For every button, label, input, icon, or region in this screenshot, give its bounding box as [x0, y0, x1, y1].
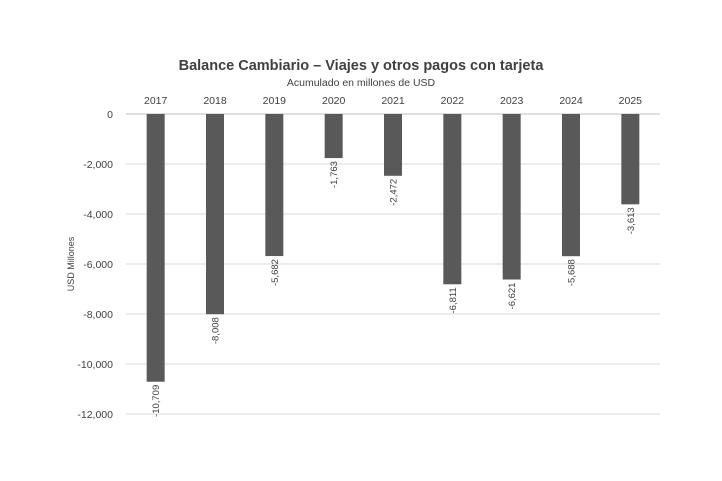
category-label: 2020	[322, 95, 346, 107]
data-label: -1,763	[329, 161, 340, 188]
bar-2025	[621, 114, 640, 205]
y-tick-label: -4,000	[83, 209, 113, 221]
bar-2024	[562, 114, 580, 257]
bar-2022	[443, 114, 462, 285]
data-label: -10,709	[151, 385, 162, 417]
y-tick-label: 0	[107, 109, 113, 121]
data-label: -5,682	[270, 259, 281, 286]
bars	[146, 114, 640, 382]
data-label: -6,811	[448, 287, 459, 313]
bar-2018	[206, 114, 224, 315]
y-tick-label: -6,000	[83, 259, 113, 271]
category-labels: 2017 2018 2019 2020 2021 2022 2023 2024 2025	[144, 95, 642, 107]
category-label: 2022	[441, 95, 465, 107]
y-tick-label: -12,000	[77, 409, 113, 421]
data-label: -8,008	[211, 317, 222, 344]
data-labels: -10,709 -8,008 -5,682 -1,763 -2,472 -6,811 -6,…	[151, 161, 637, 417]
data-label: -5,688	[567, 259, 578, 286]
chart-title: Balance Cambiario – Viajes y otros pagos…	[179, 58, 545, 74]
category-label: 2018	[203, 95, 227, 107]
y-axis-label: USD Millones	[66, 236, 76, 291]
category-label: 2017	[144, 95, 168, 107]
data-label: -6,621	[507, 283, 518, 310]
bar-2017	[146, 114, 165, 382]
category-label: 2023	[500, 95, 524, 107]
category-label: 2021	[381, 95, 405, 107]
category-label: 2019	[263, 95, 287, 107]
y-tick-label: -8,000	[83, 309, 113, 321]
data-label: -3,613	[626, 207, 637, 234]
category-label: 2025	[619, 95, 643, 107]
y-tick-label: -10,000	[77, 359, 113, 371]
category-label: 2024	[559, 95, 583, 107]
bar-2019	[265, 114, 284, 257]
data-label: -2,472	[389, 179, 400, 206]
y-tick-label: -2,000	[83, 159, 113, 171]
bar-2023	[502, 114, 521, 280]
y-tick-labels: 0 -2,000 -4,000 -6,000 -8,000 -10,000 -12,000	[77, 109, 113, 421]
bar-2021	[384, 114, 402, 176]
chart-subtitle: Acumulado en millones de USD	[287, 77, 436, 89]
bar-2020	[324, 114, 343, 159]
